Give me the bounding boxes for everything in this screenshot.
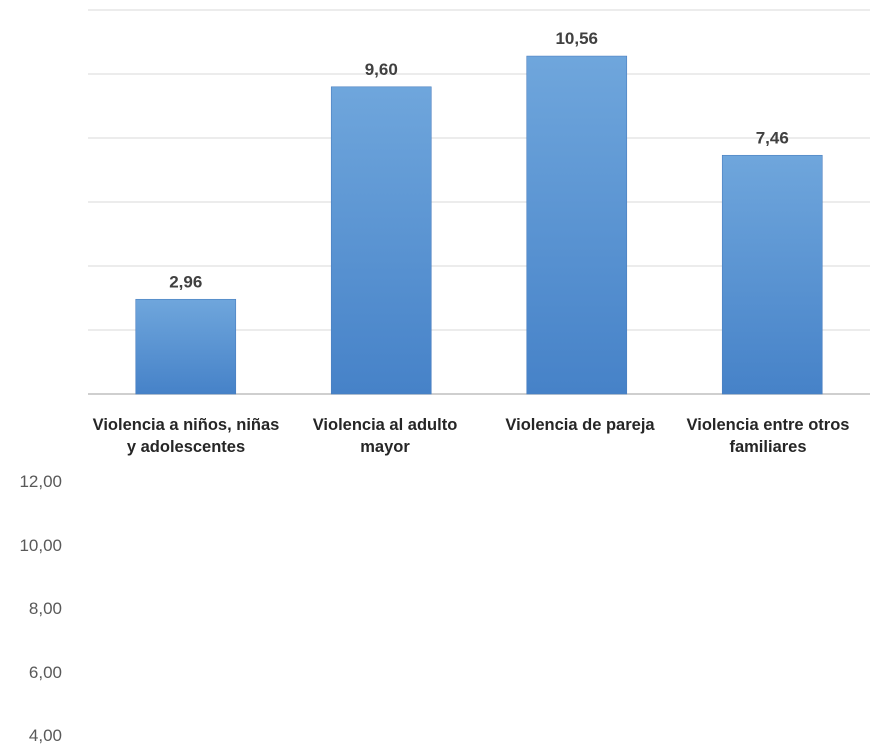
data-label-1: 9,60 (365, 60, 398, 79)
data-label-2: 10,56 (555, 29, 598, 48)
category-label-1: Violencia al adulto mayor (312, 416, 458, 456)
y-tick-label-4: 4,00 (28, 726, 62, 745)
bar-1 (330, 86, 432, 395)
category-label-0: Violencia a niños, niñas y adolescentes (92, 416, 280, 456)
bar-2 (526, 55, 628, 395)
data-label-3: 7,46 (756, 128, 789, 147)
category-label-2: Violencia de pareja (505, 416, 655, 434)
y-tick-label-2: 8,00 (28, 599, 62, 618)
y-tick-label-0: 12,00 (19, 472, 62, 491)
data-label-0: 2,96 (169, 272, 202, 291)
category-label-3: Violencia entre otros familiares (686, 416, 850, 456)
y-tick-label-1: 10,00 (19, 536, 62, 555)
y-tick-label-3: 6,00 (28, 663, 62, 682)
bar-3 (721, 154, 823, 395)
bar-0 (135, 298, 237, 395)
